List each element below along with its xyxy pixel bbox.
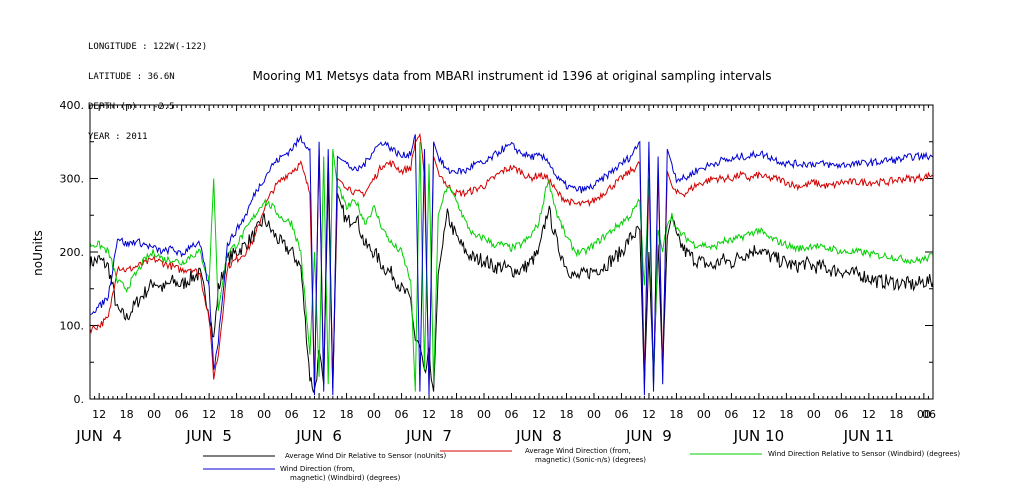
x-day-label: JUN 4 (75, 427, 122, 445)
legend-wind-direction-windbird-label: magnetic) (Windbird) (degrees) (290, 474, 401, 482)
x-day-label: JUN 7 (405, 427, 452, 445)
x-tick-label: 06 (922, 408, 936, 421)
x-day-label: JUN 11 (843, 427, 894, 445)
x-tick-label: 12 (312, 408, 326, 421)
x-tick-label: 06 (834, 408, 848, 421)
y-tick-label: 200. (60, 246, 85, 259)
plot-frame (89, 104, 934, 400)
x-tick-label: 00 (257, 408, 271, 421)
x-tick-label: 06 (505, 408, 519, 421)
x-tick-label: 18 (120, 408, 134, 421)
chart-title: Mooring M1 Metsys data from MBARI instru… (253, 69, 772, 83)
series-lines (89, 132, 934, 396)
legend-wind-dir-relative-windbird-label: Wind Direction Relative to Sensor (Windb… (768, 450, 960, 458)
series-avg-wind-dir-relative (89, 178, 934, 394)
x-tick-label: 18 (779, 408, 793, 421)
metadata-block: LONGITUDE : 122W(-122) LATITUDE : 36.6N … (88, 22, 207, 152)
x-tick-label: 00 (147, 408, 161, 421)
x-tick-label: 00 (587, 408, 601, 421)
x-tick-label: 12 (862, 408, 876, 421)
latitude-text: LATITUDE : 36.6N (88, 72, 175, 82)
x-tick-label: 12 (642, 408, 656, 421)
x-tick-label: 00 (917, 408, 931, 421)
y-axis-label: noUnits (31, 230, 45, 276)
x-day-label: JUN 6 (295, 427, 342, 445)
x-tick-label: 06 (724, 408, 738, 421)
legend-wind-direction-windbird-label: Wind Direction (from, (280, 465, 355, 473)
y-tick-label: 300. (60, 173, 85, 186)
year-text: YEAR : 2011 (88, 132, 148, 142)
x-tick-label: 18 (669, 408, 683, 421)
x-tick-label: 12 (532, 408, 546, 421)
x-tick-label: 06 (395, 408, 409, 421)
legend-avg-wind-direction-sonic-label: magnetic) (Sonic-n/s) (degrees) (535, 456, 646, 464)
series-avg-wind-direction-sonic (89, 132, 934, 389)
series-wind-dir-relative-windbird (89, 141, 934, 392)
legend-avg-wind-dir-relative-label: Average Wind Dir Relative to Sensor (noU… (285, 452, 446, 460)
legend-avg-wind-direction-sonic-label: Average Wind Direction (from, (525, 447, 631, 455)
y-tick-label: 400. (60, 99, 85, 112)
x-tick-label: 00 (477, 408, 491, 421)
y-tick-label: 100. (60, 320, 85, 333)
x-day-label: JUN 9 (625, 427, 672, 445)
y-tick-label: 0. (74, 393, 85, 406)
x-day-label: JUN 10 (733, 427, 784, 445)
x-tick-label: 18 (450, 408, 464, 421)
x-tick-label: 00 (697, 408, 711, 421)
x-tick-label: 00 (367, 408, 381, 421)
x-tick-label: 00 (807, 408, 821, 421)
x-tick-label: 18 (889, 408, 903, 421)
axis-ticks: 12 18 00 06 12 18 00 06 12 18 00 06 12 18 00 06 12 18 00 06… (60, 99, 937, 445)
x-tick-label: 06 (175, 408, 189, 421)
x-tick-label: 18 (559, 408, 573, 421)
x-tick-label: 06 (285, 408, 299, 421)
x-tick-label: 12 (202, 408, 216, 421)
x-day-label: JUN 8 (515, 427, 562, 445)
x-day-label: JUN 5 (185, 427, 232, 445)
x-tick-label: 18 (340, 408, 354, 421)
series-wind-direction-windbird (89, 134, 934, 396)
x-tick-label: 12 (92, 408, 106, 421)
longitude-text: LONGITUDE : 122W(-122) (88, 42, 208, 52)
x-tick-label: 12 (752, 408, 766, 421)
x-tick-label: 06 (614, 408, 628, 421)
x-tick-label: 12 (422, 408, 436, 421)
x-tick-label: 18 (230, 408, 244, 421)
legend: Average Wind Dir Relative to Sensor (noU… (203, 447, 960, 482)
